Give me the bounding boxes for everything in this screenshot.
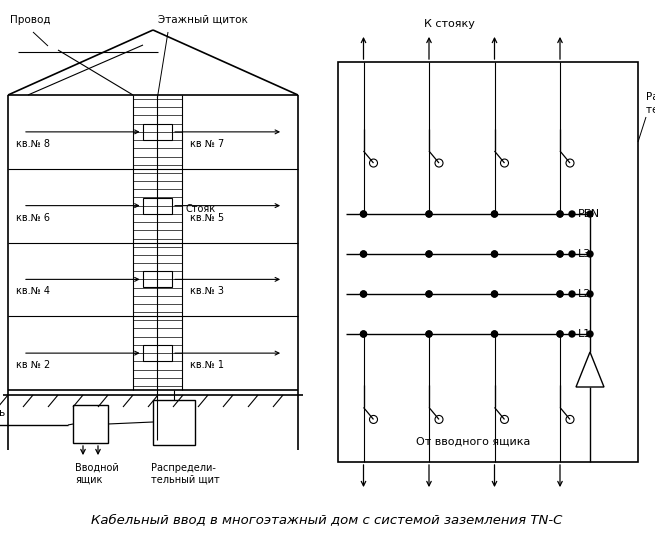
Circle shape <box>360 211 367 217</box>
Circle shape <box>569 211 575 217</box>
Circle shape <box>557 291 563 297</box>
Circle shape <box>587 291 593 297</box>
Circle shape <box>491 211 498 217</box>
Circle shape <box>557 211 563 217</box>
Circle shape <box>360 331 367 337</box>
Text: кв.№ 8: кв.№ 8 <box>16 139 50 149</box>
Text: кв.№ 5: кв.№ 5 <box>190 212 224 223</box>
Circle shape <box>426 291 432 297</box>
Circle shape <box>426 211 432 217</box>
Circle shape <box>426 211 432 217</box>
Circle shape <box>587 211 593 217</box>
Circle shape <box>491 291 498 297</box>
Text: кв.№ 6: кв.№ 6 <box>16 212 50 223</box>
Circle shape <box>557 291 563 297</box>
Circle shape <box>569 251 575 257</box>
Circle shape <box>360 251 367 257</box>
Text: Вводной
ящик: Вводной ящик <box>75 463 119 485</box>
Text: L3: L3 <box>578 249 591 259</box>
Circle shape <box>426 291 432 297</box>
Circle shape <box>360 251 367 257</box>
Text: кв.№ 1: кв.№ 1 <box>190 360 224 370</box>
Circle shape <box>426 331 432 337</box>
Text: L2: L2 <box>578 289 591 299</box>
Text: кв № 2: кв № 2 <box>16 360 50 370</box>
Text: Кабельный ввод в многоэтажный дом с системой заземления TN-C: Кабельный ввод в многоэтажный дом с сист… <box>91 514 563 526</box>
Circle shape <box>491 291 498 297</box>
Circle shape <box>426 331 432 337</box>
Circle shape <box>360 211 367 217</box>
Text: К стояку: К стояку <box>424 19 474 29</box>
Text: кв № 7: кв № 7 <box>190 139 224 149</box>
Text: кв.№ 4: кв.№ 4 <box>16 286 50 296</box>
Circle shape <box>426 251 432 257</box>
Circle shape <box>557 211 563 217</box>
Text: От вводного ящика: От вводного ящика <box>416 437 530 447</box>
Text: Этажный щиток: Этажный щиток <box>158 15 248 25</box>
Text: Стояк: Стояк <box>185 204 215 215</box>
Bar <box>153 400 195 445</box>
Circle shape <box>491 331 498 337</box>
Text: Распредели-
тельный щиток: Распредели- тельный щиток <box>646 92 655 114</box>
Text: кв.№ 3: кв.№ 3 <box>190 286 224 296</box>
Circle shape <box>360 291 367 297</box>
Circle shape <box>557 251 563 257</box>
Text: Провод: Провод <box>10 15 50 25</box>
Text: Распредели-
тельный щит: Распредели- тельный щит <box>151 463 219 485</box>
Circle shape <box>569 291 575 297</box>
Circle shape <box>491 211 498 217</box>
Text: Кабель: Кабель <box>0 408 5 418</box>
Circle shape <box>557 331 563 337</box>
Bar <box>338 62 638 462</box>
Circle shape <box>360 291 367 297</box>
Circle shape <box>557 331 563 337</box>
Text: PEN: PEN <box>578 209 600 219</box>
Circle shape <box>491 251 498 257</box>
Bar <box>143 271 172 287</box>
Circle shape <box>557 251 563 257</box>
Circle shape <box>426 251 432 257</box>
Text: L1: L1 <box>578 329 591 339</box>
Circle shape <box>587 331 593 337</box>
Circle shape <box>569 331 575 337</box>
Circle shape <box>587 251 593 257</box>
Bar <box>143 197 172 213</box>
Bar <box>143 345 172 361</box>
Circle shape <box>360 331 367 337</box>
Bar <box>143 124 172 140</box>
Circle shape <box>491 251 498 257</box>
Bar <box>73 405 108 443</box>
Circle shape <box>491 331 498 337</box>
